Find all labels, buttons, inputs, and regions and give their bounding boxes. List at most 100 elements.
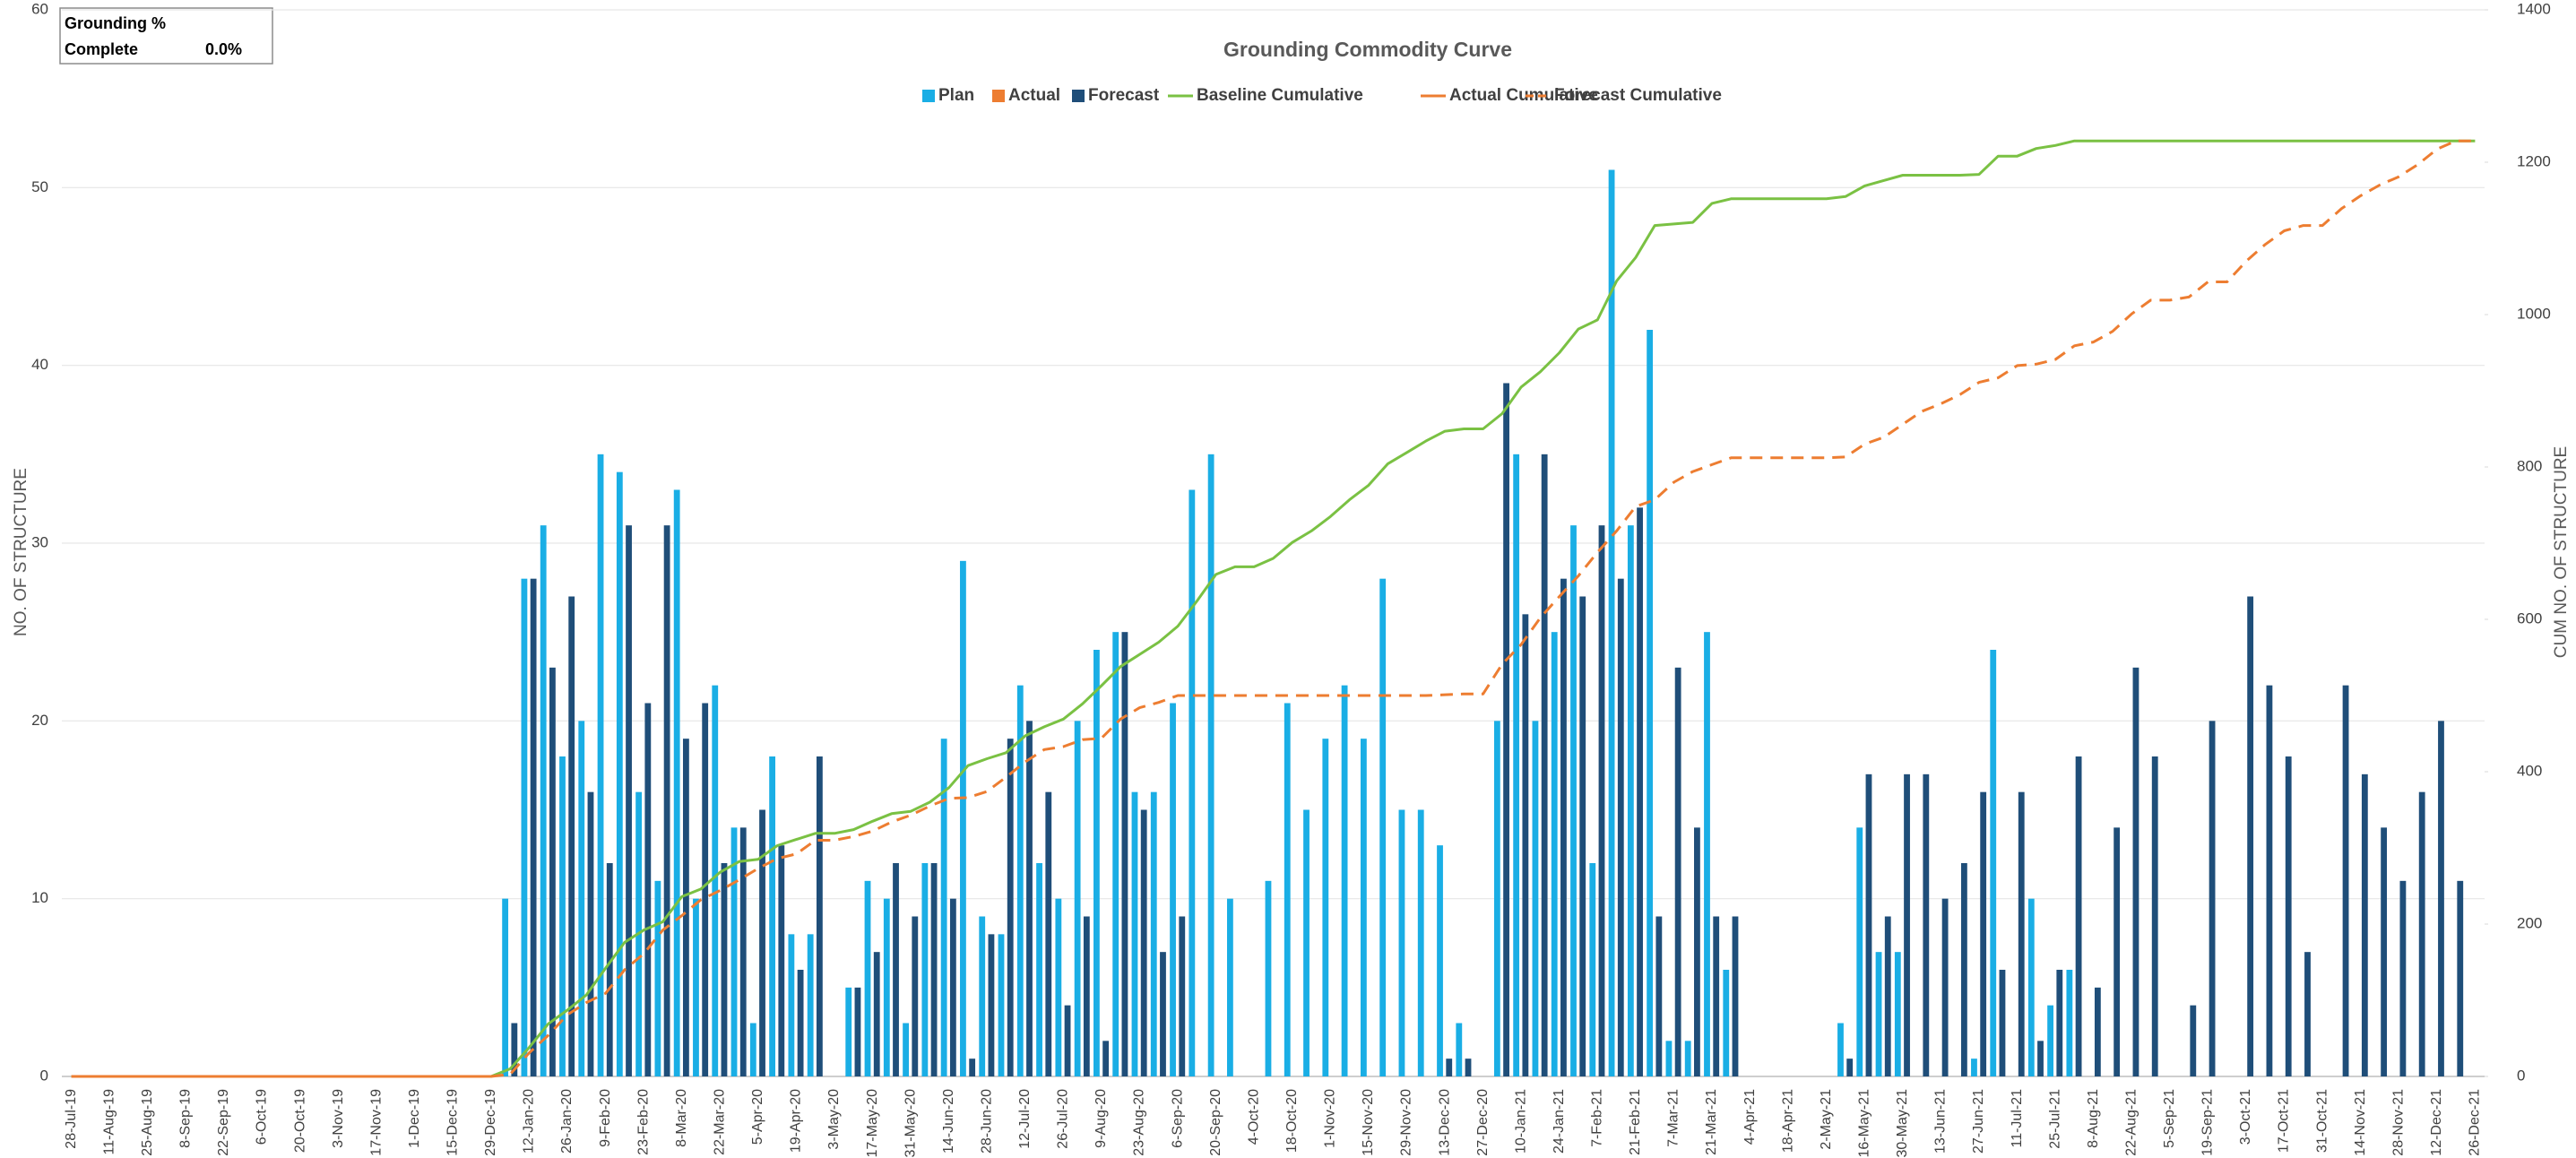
y2-tick-label: 0 [2517,1067,2525,1084]
bar [2075,756,2082,1076]
bar [1579,596,1586,1076]
bar [1112,632,1119,1076]
bar [502,898,509,1076]
bar [673,489,680,1076]
x-tick-label: 1-Nov-20 [1323,1089,1338,1148]
bar [1055,898,1062,1076]
y-tick-label: 50 [31,178,48,195]
bar [797,970,804,1076]
bar [1704,632,1710,1076]
bar [568,596,575,1076]
x-tick-label: 17-May-20 [865,1089,880,1158]
bar [2047,1005,2053,1076]
bar [1322,739,1329,1076]
bar [1598,525,1605,1076]
bar [930,863,938,1076]
bar [921,863,929,1076]
bar [1865,773,1872,1076]
x-tick-label: 8-Sep-19 [178,1089,194,1148]
bar [873,952,880,1076]
y2-axis-title: CUM NO. OF STRUCTURE [2552,446,2571,658]
x-tick-label: 3-May-20 [826,1089,842,1150]
info-sublabel: Complete [65,40,138,58]
bar [521,578,528,1076]
bar [1856,827,1863,1076]
bar [769,756,776,1076]
y2-tick-label: 600 [2517,609,2542,627]
y-tick-label: 10 [31,889,48,906]
bar [949,898,956,1076]
bar [1990,650,1997,1076]
bar [549,667,556,1076]
bar [816,756,823,1076]
bar [1894,952,1901,1076]
bar [969,1059,976,1076]
bar [1026,721,1033,1076]
x-tick-label: 17-Oct-21 [2277,1089,2292,1153]
legend-label: Plan [938,86,974,105]
bar [1875,952,1882,1076]
legend-label: Actual [1008,86,1060,105]
bar [1732,916,1739,1076]
bar [1837,1023,1844,1076]
y-tick-label: 0 [40,1067,48,1084]
x-tick-label: 22-Mar-20 [712,1089,727,1155]
bar [1655,916,1663,1076]
bar [597,454,604,1076]
x-tick-label: 6-Sep-20 [1170,1089,1185,1148]
bar [1999,970,2006,1076]
x-tick-label: 9-Aug-20 [1094,1089,1109,1148]
bar [1341,685,1348,1076]
x-tick-label: 13-Jun-21 [1933,1089,1949,1154]
bar [1674,667,1681,1076]
x-tick-label: 20-Oct-19 [292,1089,307,1153]
bar [1207,454,1215,1076]
y2-tick-label: 800 [2517,457,2542,474]
bar [1723,970,1730,1076]
x-tick-label: 12-Jul-20 [1017,1089,1033,1149]
bar [1541,454,1548,1076]
x-tick-label: 16-May-21 [1857,1089,1872,1158]
bar [1713,916,1720,1076]
bar [2361,773,2368,1076]
x-tick-label: 8-Mar-20 [674,1089,689,1147]
bar [644,703,652,1076]
bar [2438,721,2444,1076]
x-tick-label: 18-Apr-21 [1780,1089,1795,1153]
x-tick-label: 7-Mar-21 [1666,1089,1681,1147]
bar [1923,773,1930,1076]
x-tick-label: 3-Nov-19 [331,1089,346,1148]
bar [2018,791,2025,1076]
x-tick-label: 22-Sep-19 [216,1089,231,1156]
x-tick-label: 12-Dec-21 [2429,1089,2444,1156]
bar [1456,1023,1463,1076]
bar [1522,614,1529,1076]
bar [778,845,785,1076]
x-tick-label: 15-Nov-20 [1361,1089,1376,1156]
bar [1284,703,1291,1076]
bar [893,863,899,1076]
x-tick-label: 27-Jun-21 [1971,1089,1986,1154]
x-tick-label: 14-Nov-21 [2353,1089,2368,1156]
bar [2381,827,2388,1076]
x-tick-label: 27-Dec-20 [1475,1089,1491,1156]
bar [1150,791,1157,1076]
bar [788,934,795,1076]
bar [1665,1041,1673,1076]
legend-swatch [992,90,1005,102]
bar [2027,898,2035,1076]
bar [2066,970,2073,1076]
x-tick-label: 14-Jun-20 [941,1089,956,1154]
bar [1160,952,1166,1076]
y-tick-label: 60 [31,0,48,17]
y2-tick-label: 200 [2517,914,2542,931]
bar [1360,739,1367,1076]
bar [1074,721,1081,1076]
x-tick-label: 9-Feb-20 [598,1089,613,1147]
bar [559,756,566,1076]
bar [1016,685,1024,1076]
bar [1684,1041,1691,1076]
bar [1608,169,1615,1076]
y2-tick-label: 1000 [2517,305,2551,322]
x-tick-label: 29-Dec-19 [483,1089,498,1156]
